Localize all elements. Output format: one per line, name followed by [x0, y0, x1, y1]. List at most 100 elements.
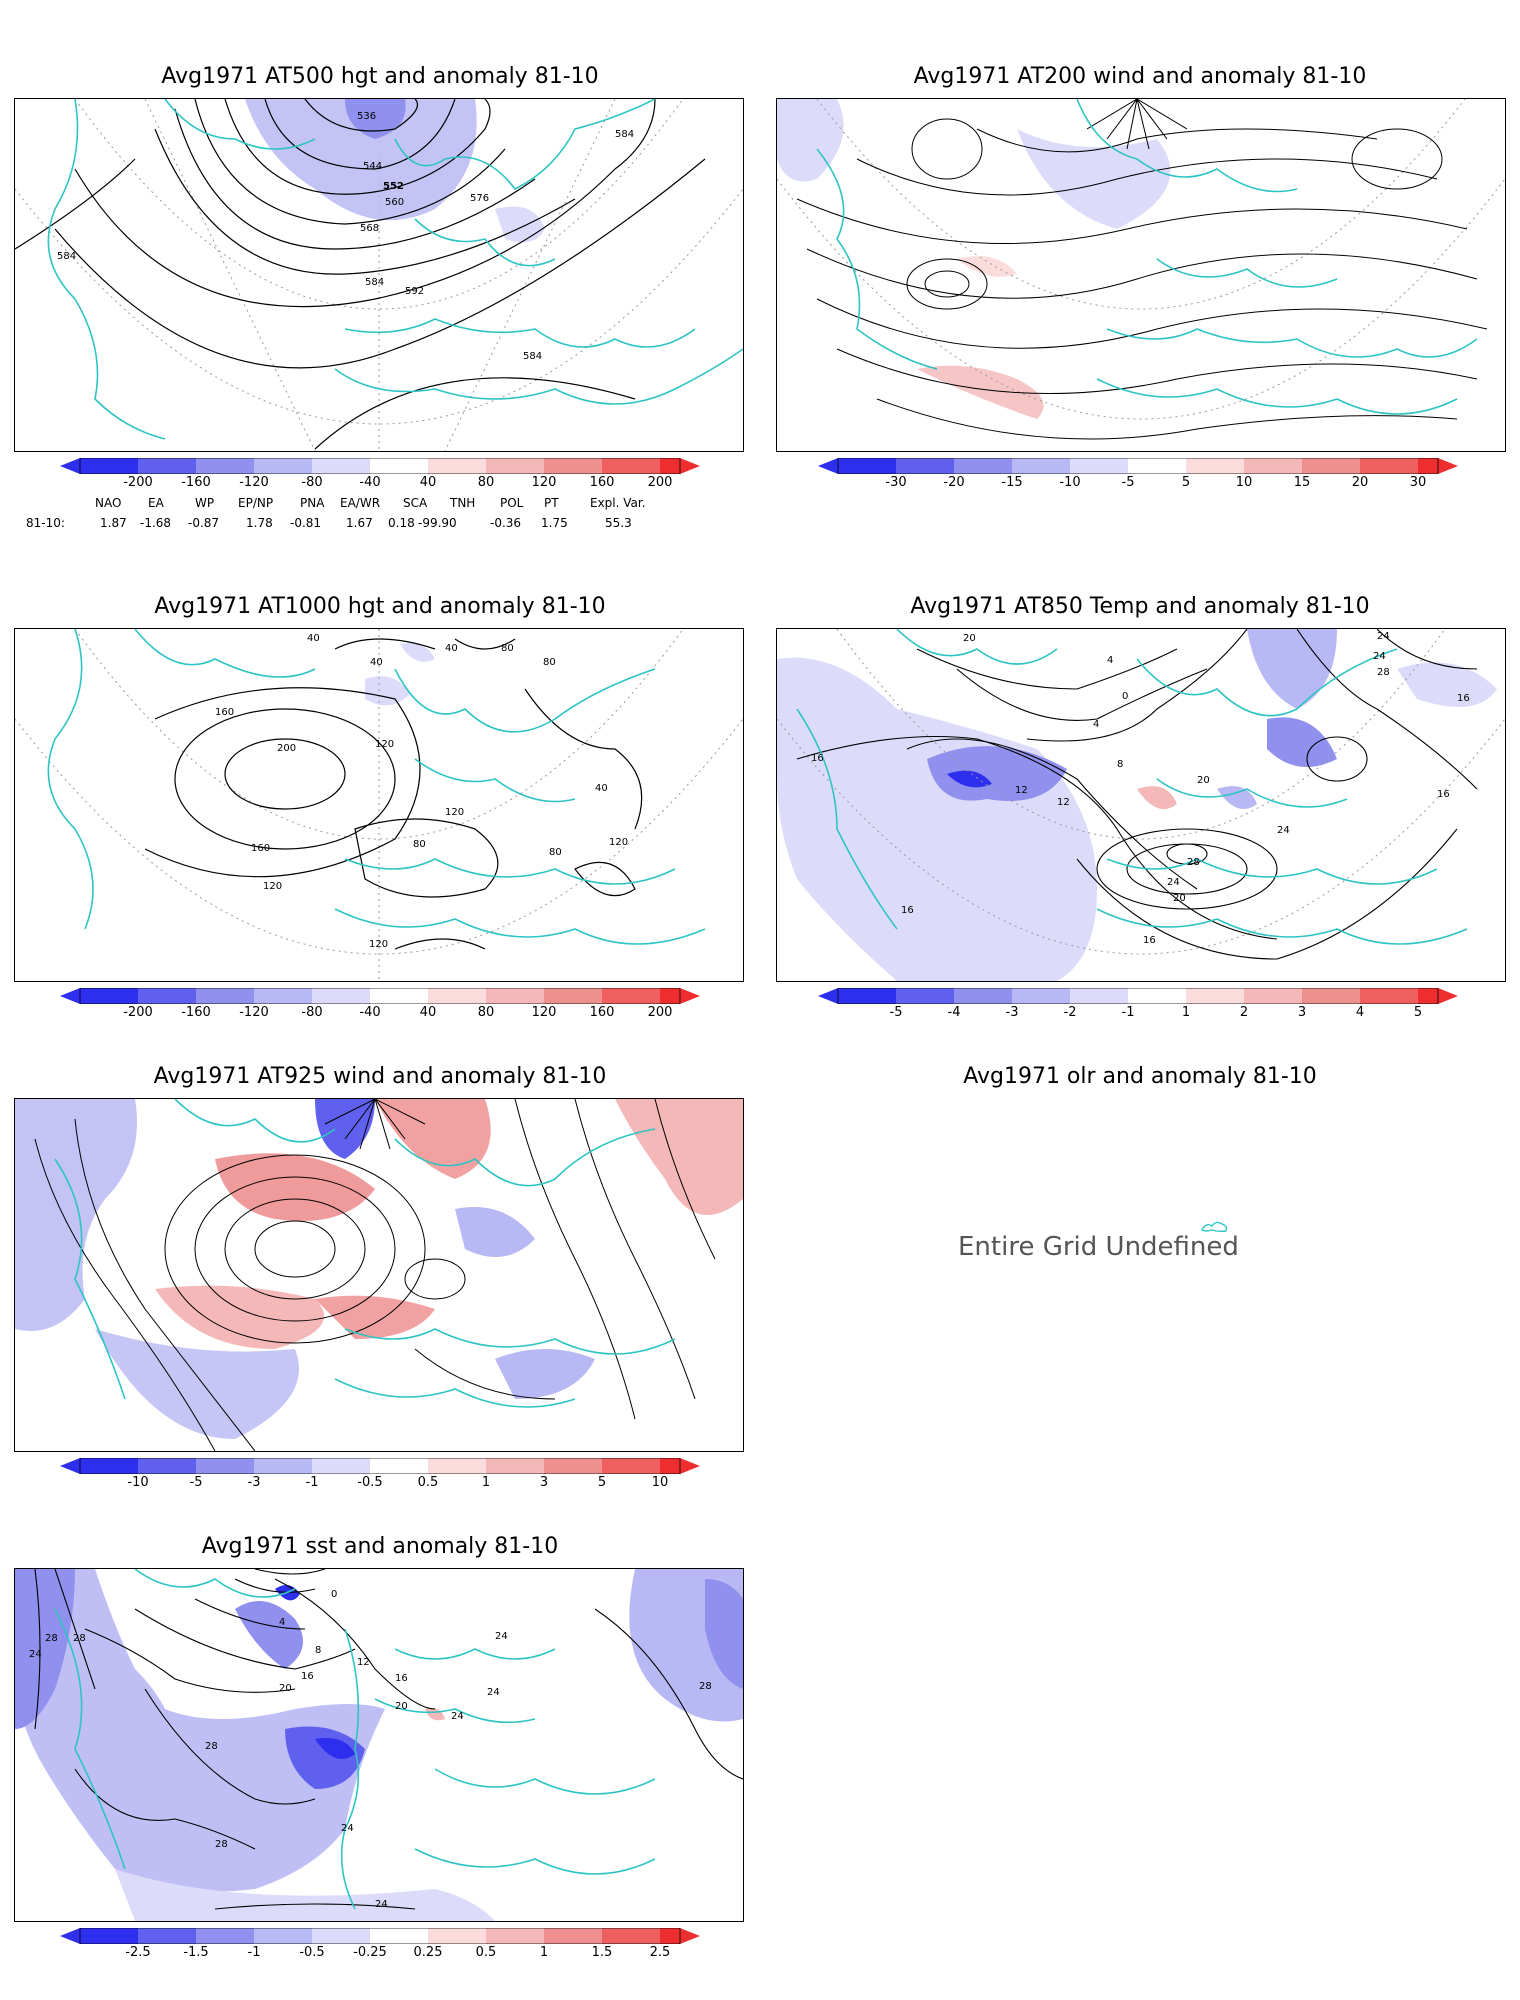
- colorbar-tick: -80: [301, 475, 323, 490]
- contour-label: 8: [315, 1645, 321, 1656]
- index-value: -0.87: [188, 516, 220, 530]
- contour-label: 20: [395, 1701, 408, 1712]
- contour-label: 16: [901, 905, 914, 916]
- contour-labels: 20 4 0 4 8 12 12 16 16 20 24 28 24 20 16…: [811, 631, 1470, 946]
- contour-labels: 536 544 552 560 568 576 584 584 584 592 …: [57, 111, 634, 362]
- colorbar-at850: -5 -4 -3 -2 -1 1 2 3 4 5: [818, 987, 1458, 1020]
- anomaly-neg: [1397, 662, 1497, 707]
- colorbar-tick: -0.5: [299, 1945, 325, 1960]
- title-olr: Avg1971 olr and anomaly 81-10: [963, 1064, 1317, 1089]
- title-sst: Avg1971 sst and anomaly 81-10: [201, 1534, 559, 1559]
- index-header: EA: [148, 496, 164, 510]
- contour-label: 4: [1093, 719, 1099, 730]
- contour-label: 20: [1197, 775, 1210, 786]
- colorbar-tick: 200: [647, 1005, 673, 1020]
- grid-lines: [15, 629, 743, 981]
- colorbar-tick: -5: [189, 1475, 203, 1490]
- colorbar-tick: 10: [651, 1475, 669, 1490]
- contour-label: 80: [413, 839, 426, 850]
- colorbar-tick: 80: [477, 475, 495, 490]
- colorbar-tick: 15: [1293, 475, 1311, 490]
- index-value: -0.36: [490, 516, 522, 530]
- contour-label: 12: [1057, 797, 1070, 808]
- colorbar-at925: -10 -5 -3 -1 -0.5 0.5 1 3 5 10: [60, 1457, 700, 1490]
- contour-label: 20: [279, 1683, 292, 1694]
- colorbar-tick: -40: [359, 475, 381, 490]
- colorbar-tick: 0.5: [475, 1945, 497, 1960]
- colorbar-tick: 5: [1181, 475, 1191, 490]
- colorbar-tick: -200: [123, 1005, 153, 1020]
- sst-contours: [34, 1569, 743, 1910]
- contour-label: 0: [1122, 691, 1128, 702]
- colorbar-tick: -0.5: [357, 1475, 383, 1490]
- anomaly-neg: [495, 1349, 595, 1399]
- height-contours: [15, 99, 706, 450]
- colorbar-tick: 1: [481, 1475, 491, 1490]
- contour-label: 24: [487, 1687, 500, 1698]
- anomaly-neg: [705, 1579, 743, 1689]
- colorbar-tick: 1: [539, 1945, 549, 1960]
- anomaly-neg: [315, 1099, 375, 1159]
- contour-label: 20: [963, 633, 976, 644]
- colorbar-tick: 120: [531, 475, 557, 490]
- contour-labels: 40 40 40 80 80 160 200 120 120 160 120 8…: [215, 633, 628, 950]
- contour-label: 120: [375, 739, 394, 750]
- contour-label: 20: [1173, 893, 1186, 904]
- colorbar-tick: 1: [1181, 1005, 1191, 1020]
- anomaly-pos: [215, 1153, 375, 1221]
- contour-label: 592: [405, 286, 424, 297]
- contour-label: 160: [251, 843, 270, 854]
- coastlines: [47, 99, 743, 440]
- contour-label: 120: [263, 881, 282, 892]
- colorbar-tick: 5: [597, 1475, 607, 1490]
- colorbar-swatches: [60, 1457, 700, 1475]
- colorbar-tick: -5: [889, 1005, 903, 1020]
- temp-contours: [796, 629, 1478, 960]
- coastlines: [796, 629, 1468, 945]
- contour-label: 12: [357, 1657, 370, 1668]
- map-at925: [14, 1098, 744, 1452]
- colorbar-tick: 5: [1413, 1005, 1423, 1020]
- contour-label: 40: [595, 783, 608, 794]
- index-row-label: 81-10:: [26, 516, 65, 530]
- contour-label: 584: [615, 129, 634, 140]
- contour-label: 80: [549, 847, 562, 858]
- contour-label: 28: [215, 1839, 228, 1850]
- anomaly-neg: [1217, 786, 1257, 809]
- streamlines: [34, 1099, 716, 1451]
- colorbar-tick: 200: [647, 475, 673, 490]
- coastlines: [47, 629, 706, 945]
- colorbar-tick: 40: [419, 475, 437, 490]
- anomaly-pos: [957, 256, 1017, 277]
- contour-label: 24: [451, 1711, 464, 1722]
- contour-label: 536: [357, 111, 376, 122]
- colorbar-sst: -2.5 -1.5 -1 -0.5 -0.25 0.25 0.5 1 1.5 2…: [60, 1927, 700, 1960]
- colorbar-tick: -3: [1005, 1005, 1019, 1020]
- contour-label: 80: [501, 643, 514, 654]
- contour-label: 24: [375, 1899, 388, 1910]
- index-value: 1.75: [541, 516, 568, 530]
- colorbar-tick: -3: [247, 1475, 261, 1490]
- anomaly-neg: [777, 657, 1097, 981]
- index-header: TNH: [450, 496, 476, 510]
- contour-label: 120: [369, 939, 388, 950]
- colorbar-tick: -1: [247, 1945, 261, 1960]
- coastlines: [54, 1569, 656, 1910]
- colorbar-tick: 1.5: [591, 1945, 613, 1960]
- contour-label: 160: [215, 707, 234, 718]
- anomaly-neg: [245, 99, 477, 221]
- anomaly-neg: [365, 676, 410, 706]
- contour-label: 584: [523, 351, 542, 362]
- colorbar-tick: 3: [539, 1475, 549, 1490]
- contour-label: 544: [363, 161, 382, 172]
- colorbar-tick: 3: [1297, 1005, 1307, 1020]
- anomaly-pos: [315, 1295, 435, 1339]
- map-fragment-icon: [1201, 1221, 1228, 1233]
- map-at1000: 40 40 40 80 80 160 200 120 120 160 120 8…: [14, 628, 744, 982]
- index-value: -99.90: [418, 516, 457, 530]
- contour-label: 24: [495, 1631, 508, 1642]
- colorbar-tick: -4: [947, 1005, 961, 1020]
- colorbar-tick: -2.5: [125, 1945, 151, 1960]
- anomaly-neg: [15, 1569, 75, 1729]
- colorbar-swatches: [60, 987, 700, 1005]
